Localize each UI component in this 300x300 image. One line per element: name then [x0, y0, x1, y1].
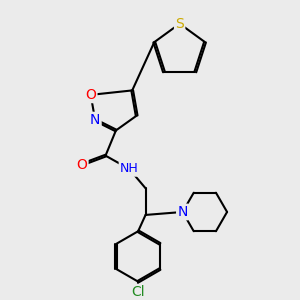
Text: N: N [177, 205, 188, 219]
Text: N: N [90, 113, 100, 127]
Text: O: O [76, 158, 87, 172]
Text: S: S [175, 17, 184, 31]
Text: Cl: Cl [131, 285, 145, 299]
Text: O: O [85, 88, 96, 102]
Text: NH: NH [120, 163, 139, 176]
